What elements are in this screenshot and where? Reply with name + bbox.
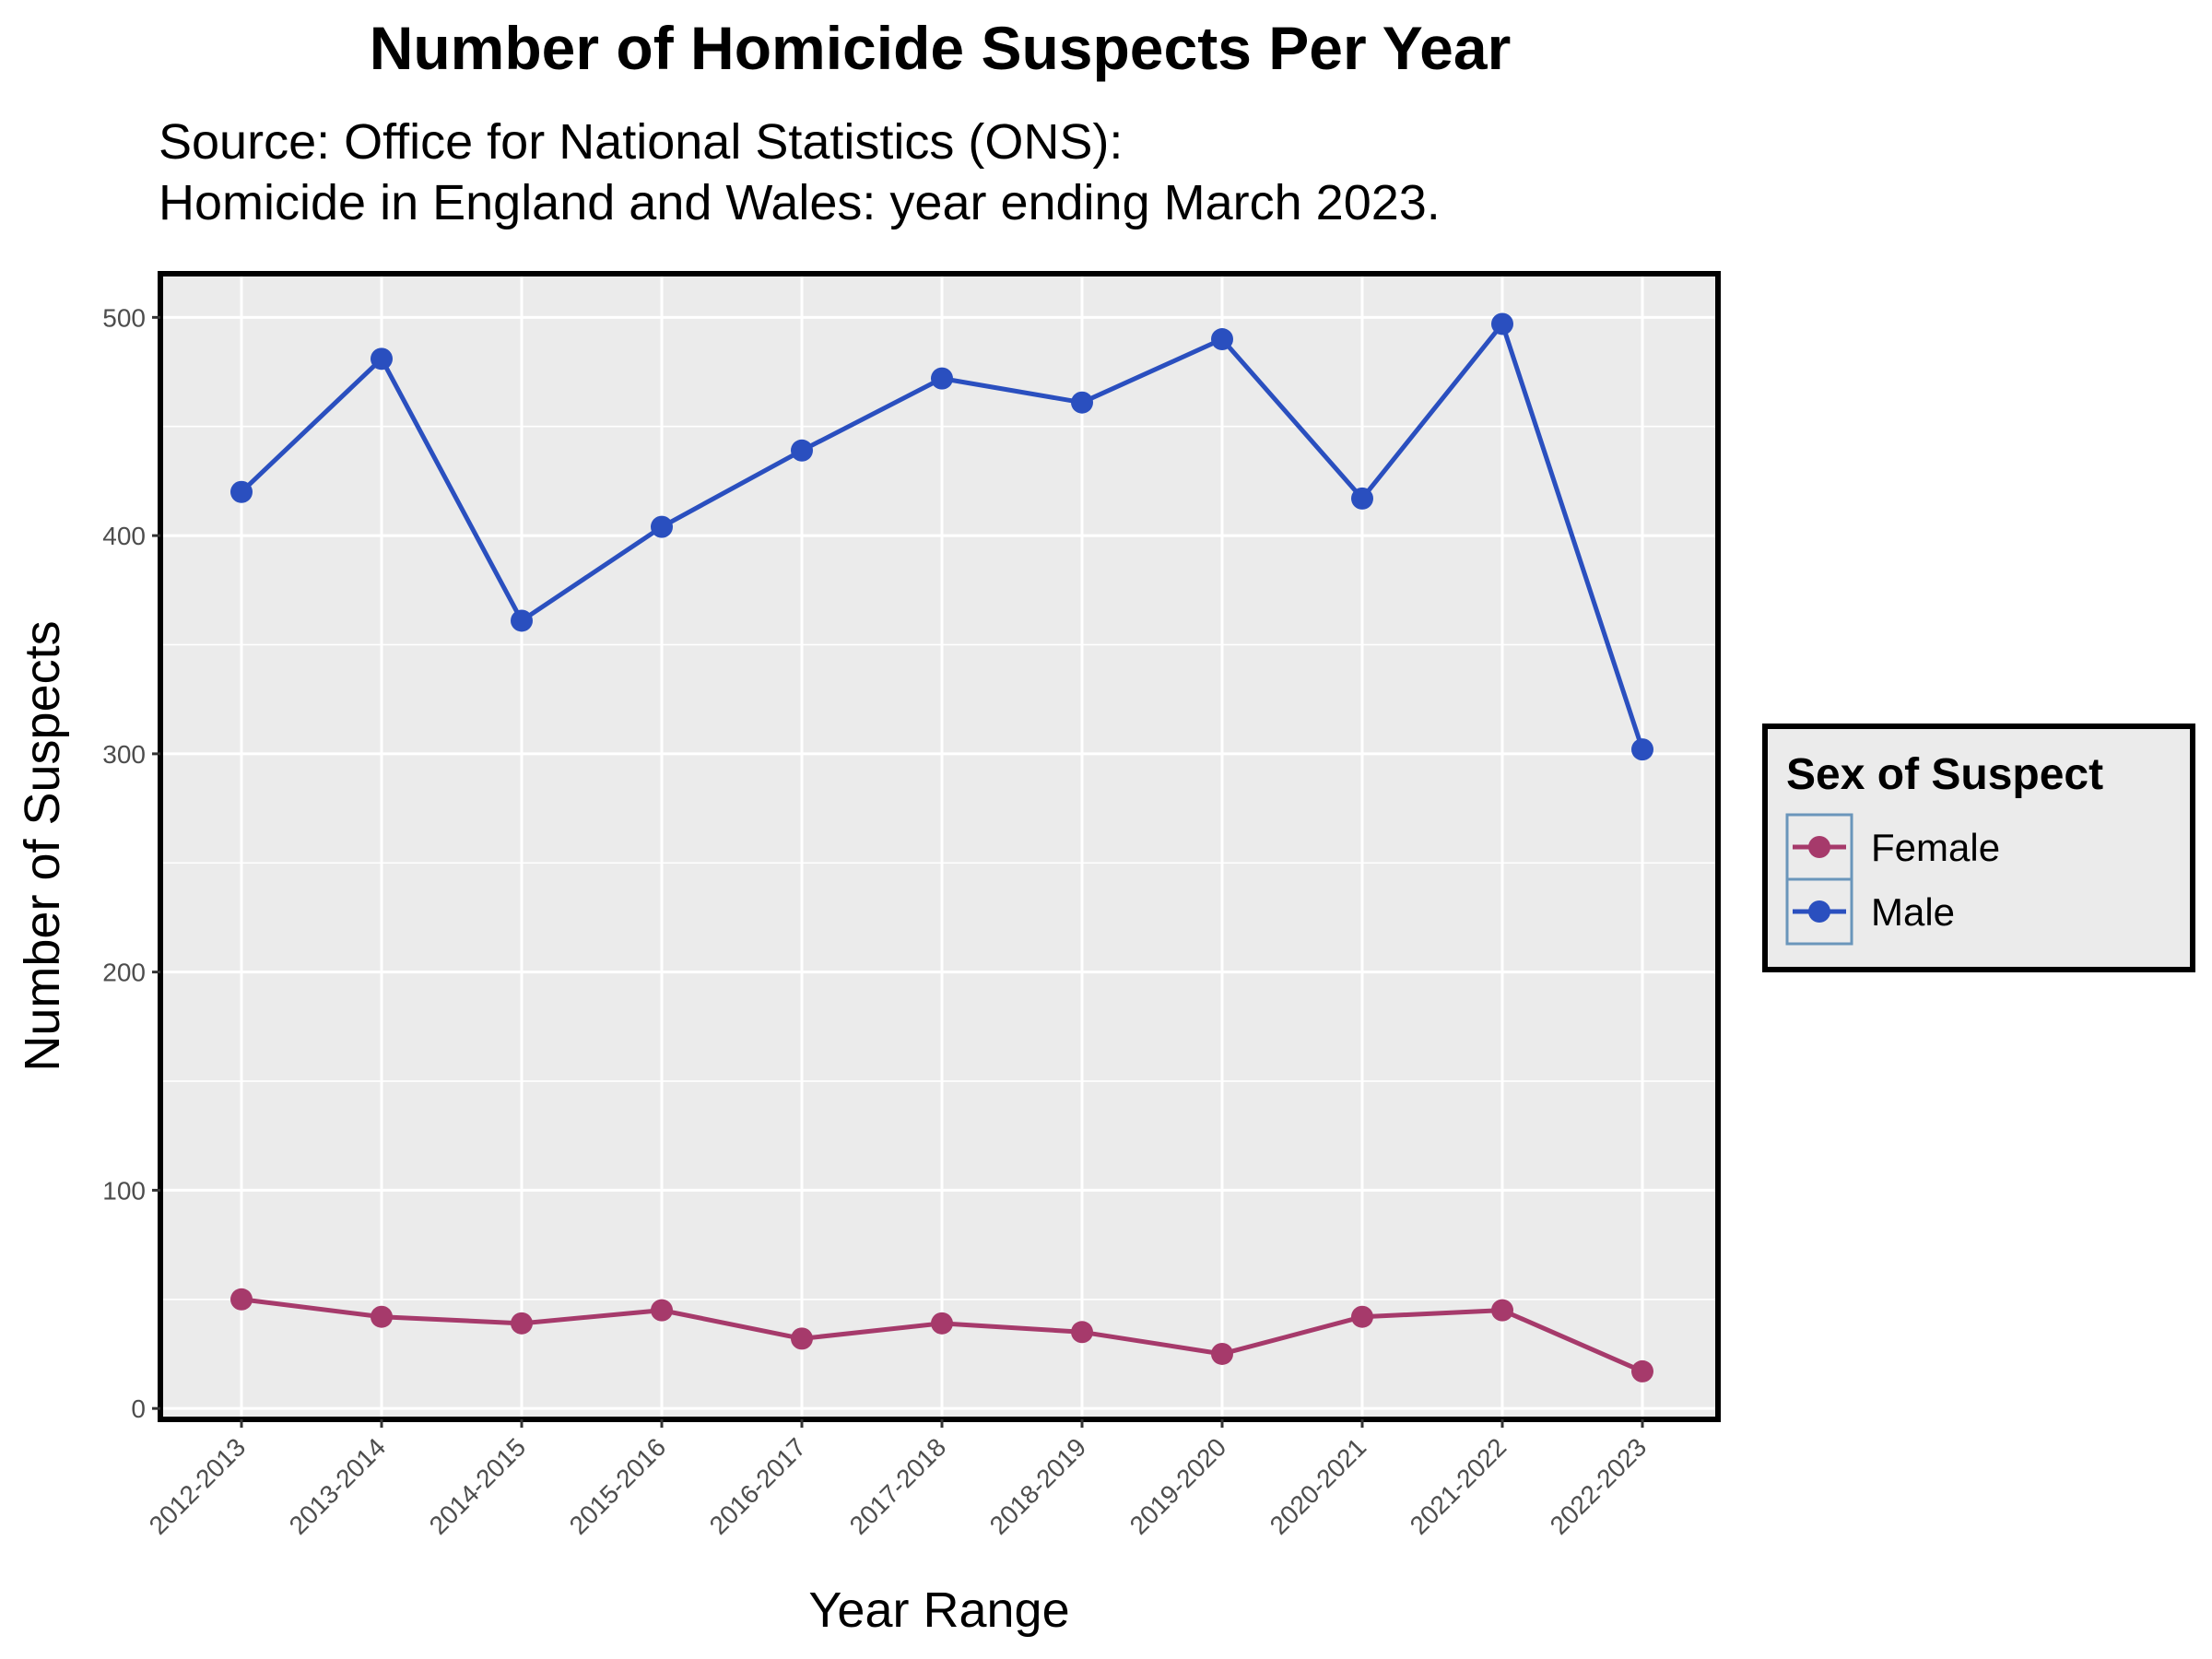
data-point-male	[651, 515, 673, 538]
data-point-male	[1631, 738, 1653, 761]
x-tick-label: 2018-2019	[984, 1432, 1092, 1540]
data-point-male	[371, 347, 393, 371]
data-point-female	[1491, 1299, 1513, 1322]
y-tick-label: 500	[102, 303, 146, 332]
chart-subtitle-line-2: Homicide in England and Wales: year endi…	[159, 175, 1441, 230]
legend-items: Female Male	[1785, 813, 2000, 946]
y-tick-label: 200	[102, 959, 146, 987]
legend-label-male: Male	[1871, 890, 1955, 934]
plot-border	[158, 271, 1721, 1422]
data-point-male	[791, 439, 813, 462]
legend: Sex of Suspect Female Male	[1762, 724, 2195, 972]
data-point-female	[651, 1299, 673, 1322]
series-layer	[230, 312, 1653, 1382]
data-point-male	[511, 609, 533, 632]
data-point-male	[1491, 312, 1513, 335]
y-tick-label: 100	[102, 1176, 146, 1205]
data-point-female	[230, 1288, 253, 1311]
chart-title: Number of Homicide Suspects Per Year	[370, 14, 1512, 82]
data-point-female	[1211, 1342, 1233, 1365]
y-tick-label: 400	[102, 522, 146, 550]
x-axis-title: Year Range	[808, 1583, 1069, 1638]
x-tick-label: 2021-2022	[1405, 1432, 1512, 1540]
legend-label-female: Female	[1871, 826, 2000, 869]
legend-marker-male	[1808, 900, 1830, 923]
plot-panel	[160, 274, 1718, 1419]
data-point-male	[1211, 328, 1233, 351]
x-tick-label: 2016-2017	[704, 1432, 812, 1540]
legend-marker-female	[1808, 836, 1830, 858]
data-point-female	[371, 1305, 393, 1328]
x-tick-label: 2020-2021	[1265, 1432, 1372, 1540]
x-tick-label: 2014-2015	[424, 1432, 532, 1540]
data-point-male	[230, 480, 253, 503]
x-tick-label: 2022-2023	[1545, 1432, 1653, 1540]
x-tick-label: 2015-2016	[564, 1432, 672, 1540]
x-axis: 2012-2013 2013-2014 2014-2015 2015-2016 2016…	[144, 1419, 1653, 1540]
x-tick-label: 2012-2013	[144, 1432, 252, 1540]
data-point-female	[1071, 1321, 1093, 1344]
data-point-female	[791, 1327, 813, 1350]
data-point-female	[1631, 1359, 1653, 1382]
x-tick-label: 2013-2014	[284, 1432, 392, 1540]
x-tick-label: 2017-2018	[844, 1432, 952, 1540]
chart-subtitle-line-1: Source: Office for National Statistics (…	[159, 114, 1123, 170]
y-tick-label: 300	[102, 740, 146, 769]
y-axis-title: Number of Suspects	[15, 620, 70, 1071]
data-point-male	[1351, 487, 1373, 510]
data-point-female	[1351, 1305, 1373, 1328]
y-tick-label: 0	[131, 1394, 146, 1423]
data-point-male	[1071, 391, 1093, 414]
y-axis: 0 100 200 300 400 500	[102, 303, 160, 1423]
data-point-female	[511, 1312, 533, 1335]
grid-major	[160, 274, 1718, 1419]
legend-title: Sex of Suspect	[1786, 750, 2103, 799]
data-point-female	[931, 1312, 953, 1335]
data-point-male	[931, 367, 953, 390]
x-tick-label: 2019-2020	[1124, 1432, 1232, 1540]
